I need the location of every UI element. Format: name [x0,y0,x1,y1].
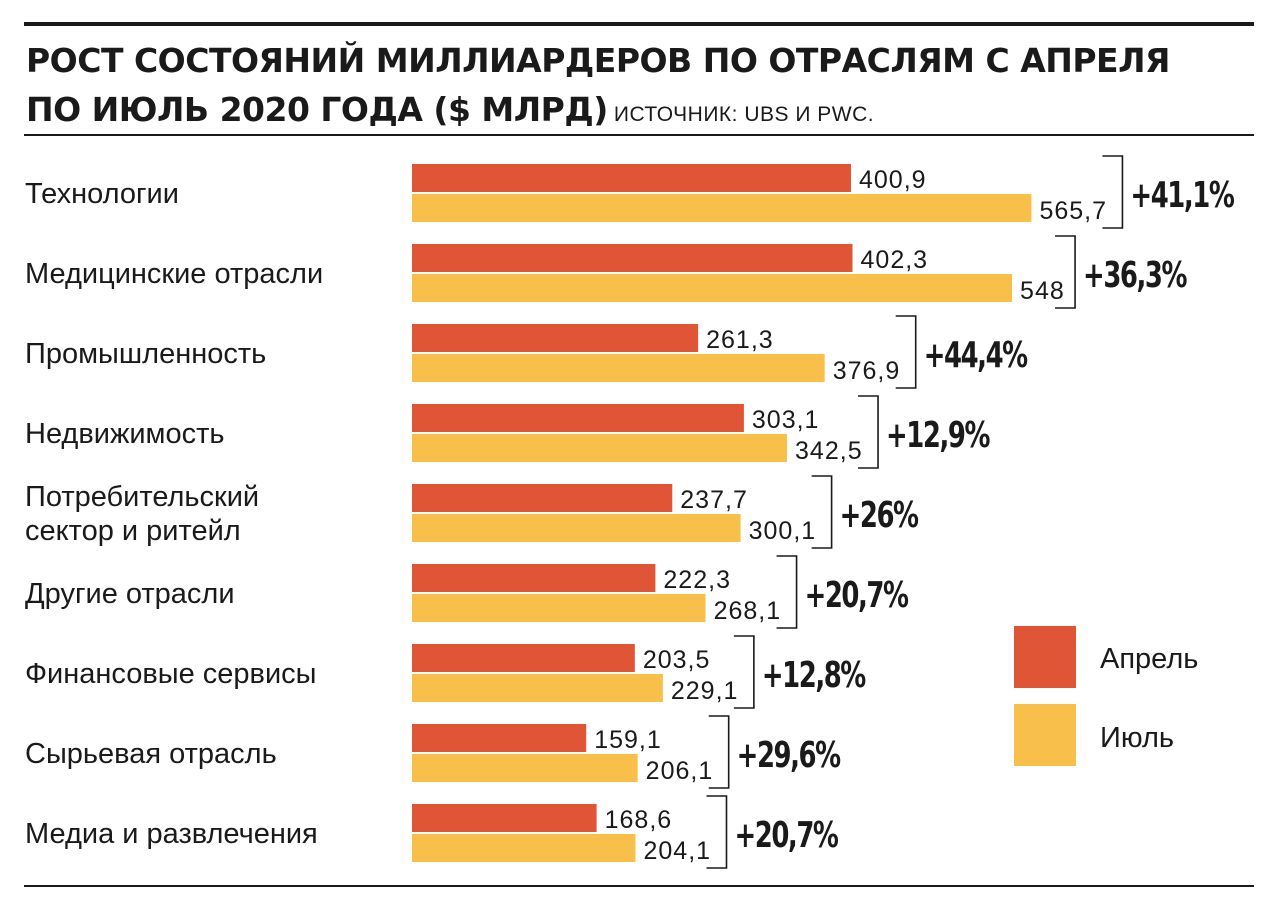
bar-april [412,164,851,192]
growth-percentage-label: +44,4% [924,335,1028,376]
group-bracket [811,475,833,549]
category-label: Финансовые сервисы [25,658,317,690]
bar-april [412,804,597,832]
growth-percentage-label: +20,7% [805,575,909,616]
value-label-july: 206,1 [646,757,714,785]
group-bracket [733,635,755,709]
value-label-april: 203,5 [643,646,711,674]
source-note: ИСТОЧНИК: UBS И PWC. [613,103,875,126]
category-label: Потребительский [25,481,259,513]
growth-percentage-label: +12,8% [762,655,866,696]
category-label: Медицинские отрасли [25,258,323,290]
category-label: Сырьевая отрасль [25,738,277,770]
title-divider [24,134,1254,136]
legend-label-april: Апрель [1100,643,1198,675]
bar-april [412,324,699,352]
bar-april [412,484,673,512]
bar-july [412,674,663,702]
bar-july [412,354,825,382]
bar-april [412,644,635,672]
title-line-1: РОСТ СОСТОЯНИЙ МИЛЛИАРДЕРОВ ПО ОТРАСЛЯМ … [26,41,1170,80]
chart-title: РОСТ СОСТОЯНИЙ МИЛЛИАРДЕРОВ ПО ОТРАСЛЯМ … [26,36,1256,139]
bar-july [412,834,636,862]
value-label-july: 342,5 [795,437,863,465]
value-label-july: 229,1 [671,677,739,705]
value-label-july: 204,1 [643,837,711,865]
group-bracket [708,715,730,789]
bar-july [412,194,1032,222]
category-label: Недвижимость [25,418,225,450]
title-line-2: ПО ИЮЛЬ 2020 ГОДА ($ МЛРД) [26,90,608,129]
category-label: Другие отрасли [25,578,235,610]
value-label-april: 222,3 [663,566,731,594]
group-bracket [776,555,798,629]
legend-swatch-april [1014,626,1076,688]
growth-percentage-label: +20,7% [734,815,838,856]
category-label: Промышленность [25,338,266,370]
value-label-april: 261,3 [706,326,774,354]
value-label-july: 565,7 [1039,197,1107,225]
value-label-april: 237,7 [680,486,748,514]
value-label-july: 376,9 [833,357,901,385]
value-label-july: 268,1 [714,597,782,625]
value-label-april: 159,1 [594,726,662,754]
bottom-rule [24,885,1254,887]
category-label: Медиа и развлечения [25,818,318,850]
value-label-april: 400,9 [859,166,927,194]
group-bracket [1102,155,1124,229]
group-bracket [895,315,917,389]
top-rule [24,22,1254,26]
group-bracket [1055,235,1076,309]
value-label-july: 548 [1020,277,1065,305]
legend-label-july: Июль [1100,722,1174,754]
value-label-july: 300,1 [749,517,817,545]
category-label: сектор и ритейл [25,515,241,547]
bar-july [412,594,706,622]
group-bracket [706,795,728,869]
growth-percentage-label: +26% [840,495,919,536]
group-bracket [858,395,879,469]
bar-july [412,754,638,782]
bar-april [412,724,587,752]
growth-percentage-label: +41,1% [1130,175,1234,216]
bar-april [412,564,656,592]
bar-april [412,244,853,272]
bar-july [412,514,741,542]
value-label-april: 402,3 [861,246,929,274]
growth-percentage-label: +29,6% [737,735,841,776]
value-label-april: 168,6 [605,806,673,834]
growth-percentage-label: +12,9% [886,415,990,456]
bar-july [412,434,788,462]
bar-july [412,274,1013,302]
bar-april [412,404,744,432]
growth-percentage-label: +36,3% [1083,255,1187,296]
legend-swatch-july [1014,704,1076,766]
category-label: Технологии [25,178,179,210]
value-label-april: 303,1 [752,406,820,434]
